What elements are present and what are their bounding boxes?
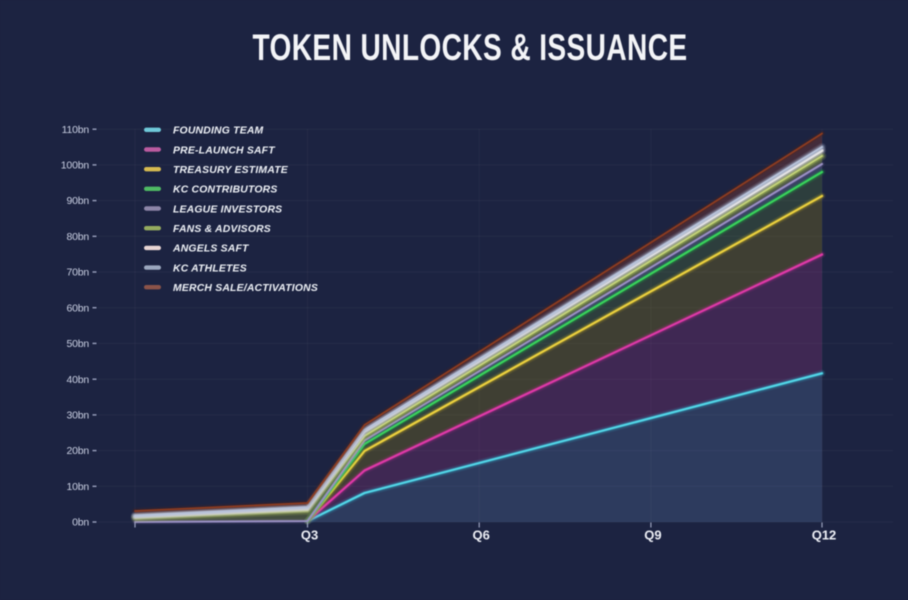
svg-text:PRE-LAUNCH SAFT: PRE-LAUNCH SAFT bbox=[173, 145, 275, 156]
svg-text:50bn: 50bn bbox=[66, 338, 89, 350]
svg-text:KC ATHLETES: KC ATHLETES bbox=[173, 264, 247, 275]
svg-text:70bn: 70bn bbox=[66, 267, 89, 279]
svg-text:20bn: 20bn bbox=[66, 445, 89, 457]
svg-text:LEAGUE INVESTORS: LEAGUE INVESTORS bbox=[173, 204, 282, 215]
svg-text:KC CONTRIBUTORS: KC CONTRIBUTORS bbox=[173, 185, 277, 196]
svg-text:FOUNDING TEAM: FOUNDING TEAM bbox=[173, 126, 264, 137]
svg-text:90bn: 90bn bbox=[66, 195, 89, 207]
svg-text:0bn: 0bn bbox=[72, 517, 89, 529]
svg-text:60bn: 60bn bbox=[66, 302, 89, 314]
svg-text:80bn: 80bn bbox=[66, 231, 89, 243]
svg-text:110bn: 110bn bbox=[62, 124, 90, 136]
svg-text:Q12: Q12 bbox=[812, 528, 837, 543]
svg-text:MERCH SALE/ACTIVATIONS: MERCH SALE/ACTIVATIONS bbox=[173, 283, 318, 294]
svg-text:ANGELS SAFT: ANGELS SAFT bbox=[172, 244, 249, 255]
svg-text:30bn: 30bn bbox=[66, 410, 89, 422]
svg-text:Q9: Q9 bbox=[644, 528, 661, 543]
svg-text:10bn: 10bn bbox=[66, 481, 89, 493]
svg-text:40bn: 40bn bbox=[66, 374, 89, 386]
svg-text:TREASURY ESTIMATE: TREASURY ESTIMATE bbox=[173, 165, 289, 176]
svg-text:100bn: 100bn bbox=[61, 160, 90, 172]
svg-text:Q6: Q6 bbox=[473, 528, 490, 543]
svg-text:Q3: Q3 bbox=[301, 528, 318, 543]
svg-text:TOKEN UNLOCKS & ISSUANCE: TOKEN UNLOCKS & ISSUANCE bbox=[252, 26, 687, 68]
svg-text:FANS & ADVISORS: FANS & ADVISORS bbox=[173, 224, 271, 235]
